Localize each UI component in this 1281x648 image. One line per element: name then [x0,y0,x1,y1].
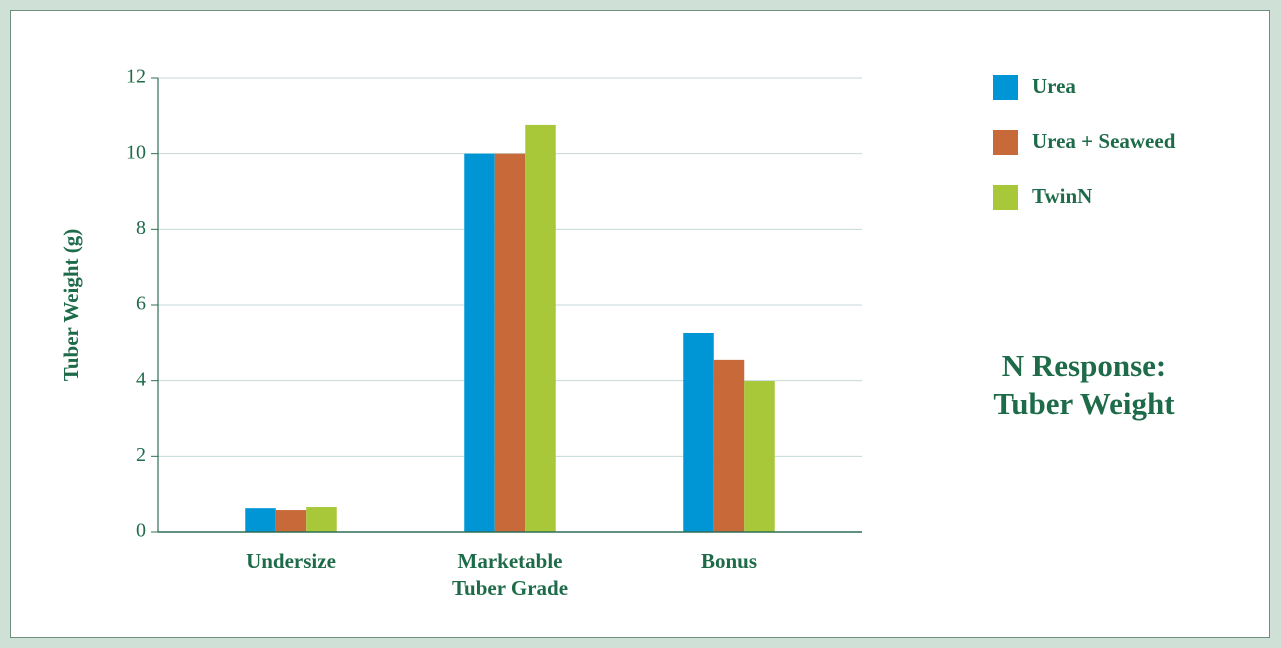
bar [306,507,337,532]
legend-label: Urea + Seaweed [1032,129,1176,153]
legend-swatch [993,130,1018,155]
y-tick-label: 4 [136,368,146,390]
x-tick-label: Marketable Tuber Grade [451,549,569,600]
legend-label: TwinN [1032,184,1092,208]
x-tick-label: Bonus [700,549,758,573]
y-tick-label: 0 [136,520,146,542]
bar [525,124,556,532]
bar [245,508,276,532]
y-tick-label: 12 [126,66,146,88]
legend-swatch [993,75,1018,100]
bar [713,359,745,532]
bar [744,381,775,532]
panel [10,10,1270,638]
x-tick-label: Undersize [246,549,336,573]
bar [494,153,526,532]
bar [464,153,495,532]
legend-label: Urea [1032,74,1076,98]
bar [683,332,714,532]
chart-title: N Response: Tuber Weight [993,348,1175,421]
y-tick-label: 8 [136,217,146,239]
y-tick-label: 6 [136,293,146,315]
y-axis-label: Tuber Weight (g) [59,229,83,381]
bar [275,510,307,532]
legend-swatch [993,185,1018,210]
y-tick-label: 10 [126,141,146,163]
y-tick-label: 2 [136,444,146,466]
